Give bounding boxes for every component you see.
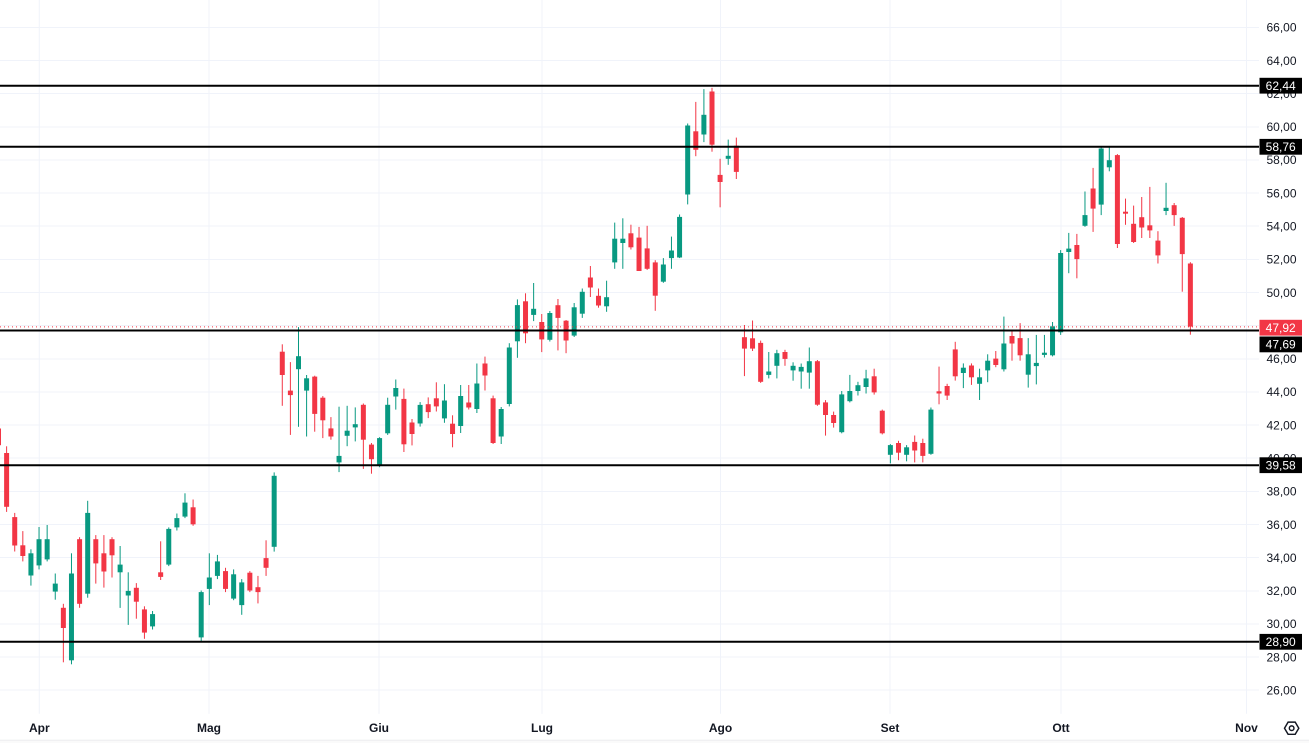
svg-text:Ott: Ott [1052, 721, 1069, 735]
svg-text:Nov: Nov [1235, 721, 1258, 735]
svg-text:28,90: 28,90 [1266, 635, 1296, 649]
svg-text:47,92: 47,92 [1266, 321, 1296, 335]
svg-text:46,00: 46,00 [1266, 352, 1296, 366]
svg-text:58,00: 58,00 [1266, 153, 1296, 167]
svg-text:56,00: 56,00 [1266, 186, 1296, 200]
svg-text:64,00: 64,00 [1266, 54, 1296, 68]
svg-text:66,00: 66,00 [1266, 21, 1296, 35]
svg-text:42,00: 42,00 [1266, 418, 1296, 432]
svg-text:39,58: 39,58 [1266, 459, 1296, 473]
svg-text:54,00: 54,00 [1266, 220, 1296, 234]
svg-text:34,00: 34,00 [1266, 551, 1296, 565]
svg-text:Lug: Lug [531, 721, 553, 735]
svg-text:52,00: 52,00 [1266, 253, 1296, 267]
svg-text:36,00: 36,00 [1266, 518, 1296, 532]
svg-text:32,00: 32,00 [1266, 584, 1296, 598]
svg-text:47,69: 47,69 [1266, 338, 1296, 352]
svg-text:Giu: Giu [369, 721, 389, 735]
svg-text:38,00: 38,00 [1266, 485, 1296, 499]
svg-text:30,00: 30,00 [1266, 617, 1296, 631]
svg-text:60,00: 60,00 [1266, 120, 1296, 134]
svg-text:Mag: Mag [197, 721, 221, 735]
svg-text:58,76: 58,76 [1266, 140, 1296, 154]
svg-text:62,44: 62,44 [1266, 79, 1296, 93]
svg-text:Apr: Apr [29, 721, 50, 735]
svg-text:Set: Set [881, 721, 900, 735]
svg-text:26,00: 26,00 [1266, 684, 1296, 698]
svg-text:28,00: 28,00 [1266, 650, 1296, 664]
svg-text:44,00: 44,00 [1266, 385, 1296, 399]
svg-text:Ago: Ago [709, 721, 732, 735]
svg-text:50,00: 50,00 [1266, 286, 1296, 300]
